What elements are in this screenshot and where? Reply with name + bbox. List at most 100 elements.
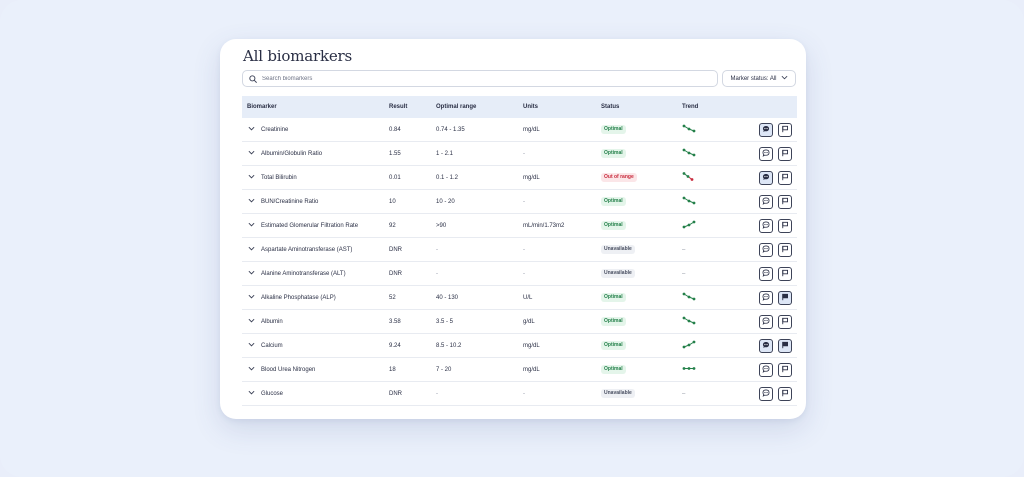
add-note-button[interactable] [759, 242, 773, 257]
biomarker-cell[interactable]: Total Bilirubin [242, 174, 389, 181]
units-value: - [523, 198, 525, 205]
status-badge: Optimal [601, 197, 626, 206]
trend-sparkline [682, 196, 696, 207]
add-note-button[interactable] [759, 266, 773, 281]
add-note-button[interactable] [759, 290, 773, 305]
status-badge: Optimal [601, 149, 626, 158]
table-row[interactable]: Aspartate Aminotransferase (AST) DNR - - Una… [242, 238, 797, 262]
comment-icon [762, 269, 770, 279]
biomarker-name: Alkaline Phosphatase (ALP) [261, 294, 336, 301]
flag-icon [781, 389, 789, 399]
expand-chevron-icon[interactable] [248, 246, 255, 253]
trend-empty: – [682, 246, 686, 253]
comment-icon [762, 245, 770, 255]
biomarker-name: Albumin [261, 318, 283, 325]
add-note-button[interactable] [759, 386, 773, 401]
expand-chevron-icon[interactable] [248, 294, 255, 301]
optimal-range-value: 1 - 2.1 [436, 150, 454, 157]
comment-icon [762, 149, 770, 159]
units-value: mg/dL [523, 342, 540, 349]
search-input[interactable] [262, 75, 702, 82]
biomarker-cell[interactable]: Blood Urea Nitrogen [242, 366, 389, 373]
expand-chevron-icon[interactable] [248, 150, 255, 157]
expand-chevron-icon[interactable] [248, 270, 255, 277]
expand-chevron-icon[interactable] [248, 366, 255, 373]
biomarker-cell[interactable]: Albumin [242, 318, 389, 325]
status-badge: Optimal [601, 125, 626, 134]
units-value: mg/dL [523, 174, 540, 181]
biomarker-name: Estimated Glomerular Filtration Rate [261, 222, 359, 229]
expand-chevron-icon[interactable] [248, 174, 255, 181]
expand-chevron-icon[interactable] [248, 318, 255, 325]
trend-sparkline [682, 364, 696, 375]
table-row[interactable]: Estimated Glomerular Filtration Rate 92 >9… [242, 214, 797, 238]
add-note-button[interactable] [759, 146, 773, 161]
add-note-button[interactable] [759, 314, 773, 329]
table-row[interactable]: Albumin/Globulin Ratio 1.55 1 - 2.1 - Optima… [242, 142, 797, 166]
biomarker-name: Alanine Aminotransferase (ALT) [261, 270, 346, 277]
comment-icon [762, 293, 770, 303]
status-badge: Unavailable [601, 389, 635, 398]
add-note-button[interactable] [759, 218, 773, 233]
flag-button[interactable] [778, 266, 792, 281]
table-row[interactable]: Glucose DNR - - Unavailable – [242, 382, 797, 406]
biomarker-cell[interactable]: Creatinine [242, 126, 389, 133]
trend-sparkline [682, 148, 696, 159]
flag-button[interactable] [778, 314, 792, 329]
status-badge: Out of range [601, 173, 637, 182]
biomarker-cell[interactable]: Alkaline Phosphatase (ALP) [242, 294, 389, 301]
flag-button[interactable] [778, 218, 792, 233]
expand-chevron-icon[interactable] [248, 342, 255, 349]
column-header-status: Status [601, 104, 620, 110]
column-header-trend: Trend [682, 104, 699, 110]
biomarker-name: Glucose [261, 390, 284, 397]
add-note-button[interactable] [759, 170, 773, 185]
biomarker-cell[interactable]: Aspartate Aminotransferase (AST) [242, 246, 389, 253]
search-bar[interactable] [242, 70, 718, 87]
table-row[interactable]: Total Bilirubin 0.01 0.1 - 1.2 mg/dL Out of … [242, 166, 797, 190]
table-row[interactable]: Calcium 9.24 8.5 - 10.2 mg/dL Optimal [242, 334, 797, 358]
expand-chevron-icon[interactable] [248, 126, 255, 133]
status-badge: Optimal [601, 365, 626, 374]
biomarker-cell[interactable]: Calcium [242, 342, 389, 349]
expand-chevron-icon[interactable] [248, 198, 255, 205]
flag-button[interactable] [778, 170, 792, 185]
flag-button[interactable] [778, 194, 792, 209]
units-value: g/dL [523, 318, 535, 325]
table-row[interactable]: Albumin 3.58 3.5 - 5 g/dL Optimal [242, 310, 797, 334]
table-row[interactable]: BUN/Creatinine Ratio 10 10 - 20 - Optimal [242, 190, 797, 214]
result-value: DNR [389, 246, 402, 253]
add-note-button[interactable] [759, 338, 773, 353]
biomarkers-panel: All biomarkers Marker status: All Biomar… [220, 39, 806, 419]
flag-button[interactable] [778, 146, 792, 161]
biomarker-cell[interactable]: BUN/Creatinine Ratio [242, 198, 389, 205]
flag-button[interactable] [778, 386, 792, 401]
units-value: mg/dL [523, 126, 540, 133]
status-badge: Optimal [601, 293, 626, 302]
table-row[interactable]: Blood Urea Nitrogen 18 7 - 20 mg/dL Optimal [242, 358, 797, 382]
table-row[interactable]: Alanine Aminotransferase (ALT) DNR - - Unava… [242, 262, 797, 286]
biomarker-cell[interactable]: Glucose [242, 390, 389, 397]
flag-icon [781, 365, 789, 375]
result-value: 1.55 [389, 150, 401, 157]
result-value: 10 [389, 198, 396, 205]
add-note-button[interactable] [759, 362, 773, 377]
add-note-button[interactable] [759, 194, 773, 209]
flag-button[interactable] [778, 290, 792, 305]
flag-button[interactable] [778, 122, 792, 137]
optimal-range-value: - [436, 390, 438, 397]
expand-chevron-icon[interactable] [248, 222, 255, 229]
expand-chevron-icon[interactable] [248, 390, 255, 397]
flag-button[interactable] [778, 362, 792, 377]
biomarker-cell[interactable]: Estimated Glomerular Filtration Rate [242, 222, 389, 229]
trend-empty: – [682, 270, 686, 277]
biomarker-cell[interactable]: Albumin/Globulin Ratio [242, 150, 389, 157]
flag-icon [781, 269, 789, 279]
table-row[interactable]: Creatinine 0.84 0.74 - 1.35 mg/dL Optimal [242, 118, 797, 142]
marker-status-dropdown[interactable]: Marker status: All [722, 70, 796, 87]
table-row[interactable]: Alkaline Phosphatase (ALP) 52 40 - 130 U/L O… [242, 286, 797, 310]
flag-button[interactable] [778, 338, 792, 353]
add-note-button[interactable] [759, 122, 773, 137]
flag-button[interactable] [778, 242, 792, 257]
biomarker-cell[interactable]: Alanine Aminotransferase (ALT) [242, 270, 389, 277]
